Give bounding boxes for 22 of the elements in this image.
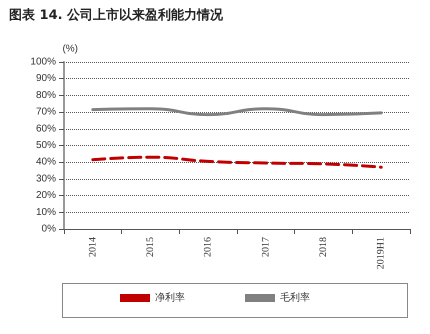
y-axis-title: (%) bbox=[62, 44, 78, 54]
y-tick-label: 70% bbox=[36, 106, 56, 118]
legend-label: 净利率 bbox=[155, 292, 185, 304]
legend-label: 毛利率 bbox=[280, 292, 310, 304]
y-tick-label: 80% bbox=[36, 90, 56, 101]
y-tick-label: 60% bbox=[36, 123, 56, 134]
line-series bbox=[91, 156, 383, 169]
x-tick-label: 2015 bbox=[145, 237, 156, 257]
x-tick-label: 2018 bbox=[318, 237, 329, 257]
y-tick-label: 40% bbox=[36, 156, 56, 168]
y-tick-label: 100% bbox=[30, 56, 56, 68]
y-tick-label: 0% bbox=[42, 224, 56, 234]
y-tick-label: 50% bbox=[36, 140, 56, 151]
x-tick-label: 2016 bbox=[202, 237, 214, 257]
x-tick-label: 2017 bbox=[260, 237, 272, 257]
chart-title: 图表 14. 公司上市以来盈利能力情况 bbox=[9, 7, 224, 23]
y-tick-label: 10% bbox=[36, 206, 56, 218]
y-tick-label: 20% bbox=[36, 190, 56, 202]
y-tick-label: 30% bbox=[36, 173, 56, 184]
x-tick-label: 2019H1 bbox=[376, 237, 387, 270]
x-tick-label: 2014 bbox=[87, 237, 98, 257]
y-tick-label: 90% bbox=[36, 73, 56, 84]
